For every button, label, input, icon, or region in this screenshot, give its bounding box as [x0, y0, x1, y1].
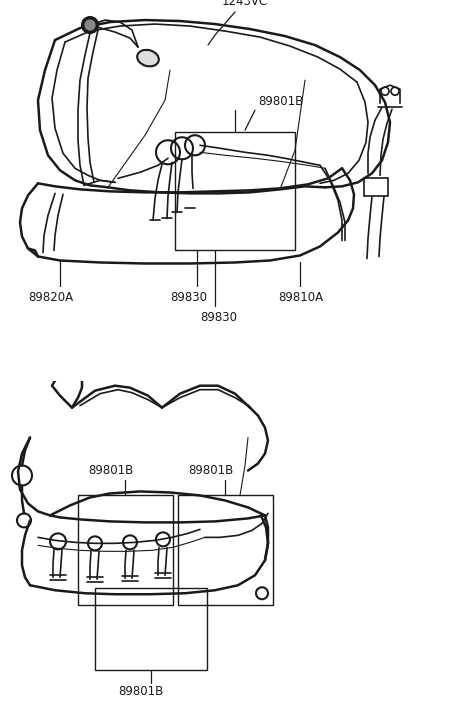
Bar — [95, 588, 207, 670]
Text: 89830: 89830 — [200, 311, 237, 324]
Bar — [78, 496, 173, 605]
Text: 89801B: 89801B — [88, 465, 133, 477]
Text: 89801B: 89801B — [118, 685, 163, 698]
Circle shape — [83, 18, 97, 32]
Bar — [364, 178, 388, 197]
Text: 89820A: 89820A — [28, 290, 73, 304]
Ellipse shape — [137, 50, 159, 66]
Bar — [178, 496, 273, 605]
Text: 89801B: 89801B — [188, 465, 233, 477]
Text: 89810A: 89810A — [278, 290, 323, 304]
Text: 89801B: 89801B — [258, 95, 303, 108]
Bar — [175, 133, 295, 250]
Text: 89830: 89830 — [170, 290, 207, 304]
Text: 1243VC: 1243VC — [222, 0, 268, 8]
